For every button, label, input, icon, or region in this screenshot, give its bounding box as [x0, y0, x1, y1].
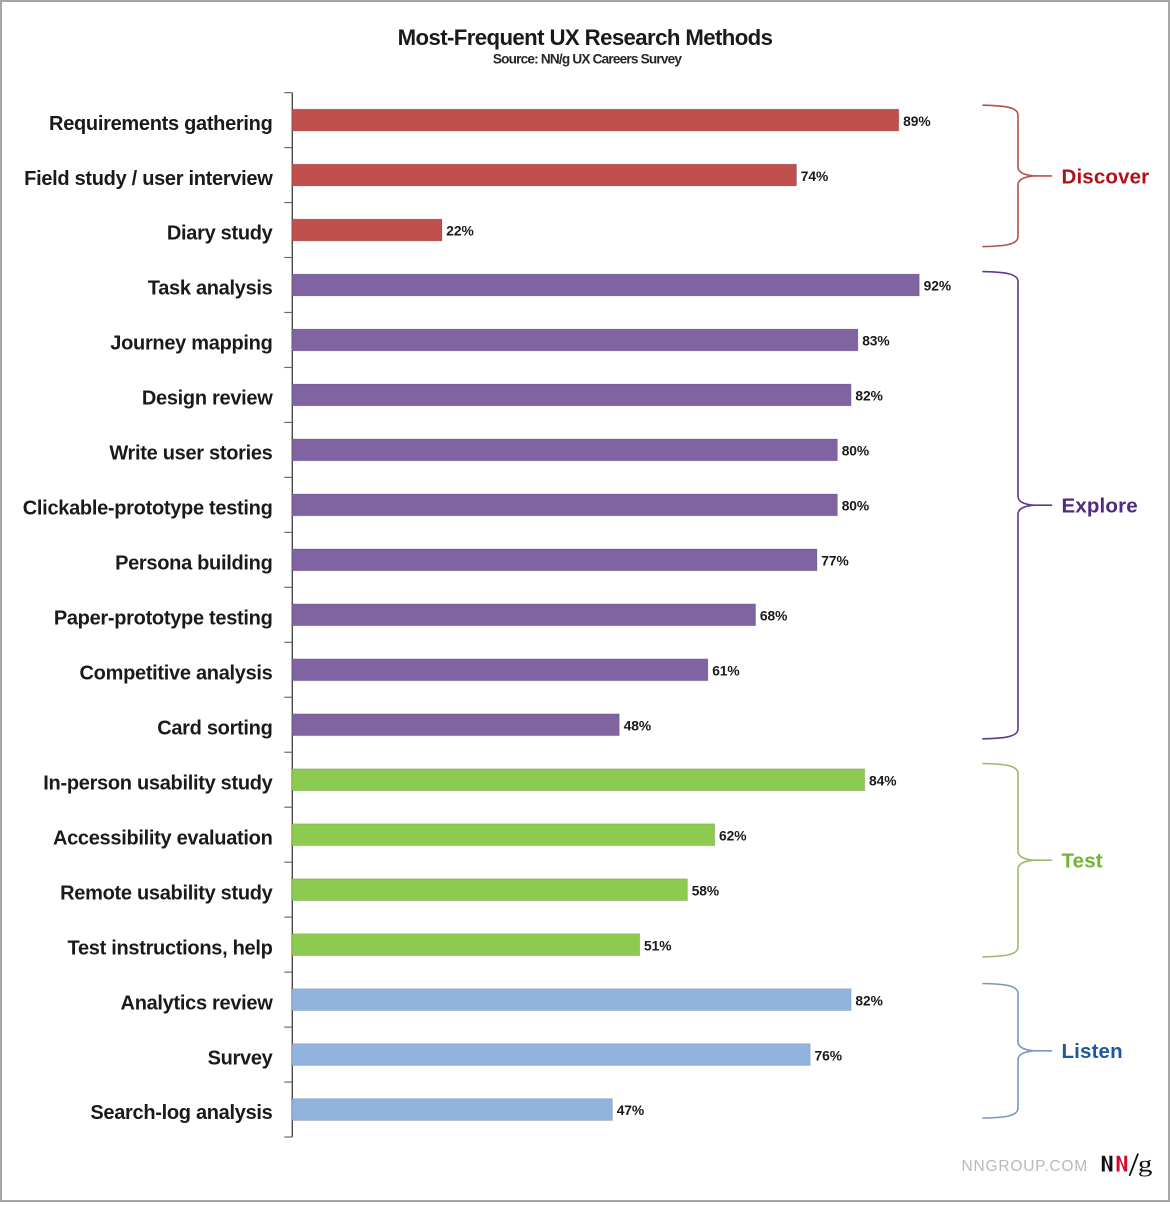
svg-text:47%: 47%	[617, 1103, 644, 1118]
svg-text:62%: 62%	[719, 828, 746, 843]
svg-text:Source: NN/g UX Careers Survey: Source: NN/g UX Careers Survey	[493, 51, 683, 66]
svg-text:NNGROUP.COM: NNGROUP.COM	[962, 1158, 1089, 1175]
svg-text:Survey: Survey	[208, 1047, 274, 1069]
svg-text:Most-Frequent UX Research Meth: Most-Frequent UX Research Methods	[398, 25, 773, 50]
svg-text:92%: 92%	[924, 279, 951, 294]
svg-text:In-person usability study: In-person usability study	[43, 772, 273, 794]
svg-text:Test instructions, help: Test instructions, help	[68, 937, 273, 959]
svg-text:Competitive analysis: Competitive analysis	[80, 662, 273, 684]
svg-text:48%: 48%	[624, 718, 651, 733]
svg-text:Analytics review: Analytics review	[121, 992, 274, 1014]
svg-text:80%: 80%	[842, 444, 869, 459]
svg-text:Task analysis: Task analysis	[148, 278, 273, 300]
svg-text:22%: 22%	[446, 224, 473, 239]
svg-text:Design review: Design review	[142, 388, 273, 410]
svg-text:Write user stories: Write user stories	[109, 443, 272, 465]
svg-text:Field study / user interview: Field study / user interview	[24, 168, 273, 190]
svg-text:g: g	[1138, 1152, 1153, 1177]
svg-text:76%: 76%	[815, 1048, 842, 1063]
svg-text:Listen: Listen	[1062, 1040, 1123, 1063]
svg-text:Test: Test	[1062, 850, 1103, 873]
svg-text:Journey mapping: Journey mapping	[110, 333, 272, 355]
svg-text:Diary study: Diary study	[167, 223, 274, 245]
svg-text:Paper-prototype testing: Paper-prototype testing	[54, 608, 273, 630]
svg-text:74%: 74%	[801, 169, 828, 184]
svg-text:51%: 51%	[644, 938, 671, 953]
svg-text:58%: 58%	[692, 883, 719, 898]
svg-text:89%: 89%	[903, 114, 930, 129]
svg-text:68%: 68%	[760, 609, 787, 624]
svg-text:Search-log analysis: Search-log analysis	[90, 1102, 272, 1124]
svg-text:61%: 61%	[712, 663, 739, 678]
svg-text:80%: 80%	[842, 499, 869, 514]
svg-text:Persona building: Persona building	[115, 553, 272, 575]
svg-text:Discover: Discover	[1062, 165, 1150, 188]
svg-text:Card sorting: Card sorting	[157, 717, 272, 739]
svg-text:Requirements gathering: Requirements gathering	[49, 113, 272, 135]
svg-text:Remote usability study: Remote usability study	[60, 882, 274, 904]
svg-text:Clickable-prototype testing: Clickable-prototype testing	[23, 498, 273, 520]
svg-text:Explore: Explore	[1062, 495, 1138, 518]
svg-text:84%: 84%	[869, 773, 896, 788]
svg-text:Accessibility evaluation: Accessibility evaluation	[53, 827, 273, 849]
svg-text:82%: 82%	[855, 993, 882, 1008]
svg-text:82%: 82%	[855, 389, 882, 404]
svg-text:83%: 83%	[862, 334, 889, 349]
svg-text:77%: 77%	[821, 554, 848, 569]
